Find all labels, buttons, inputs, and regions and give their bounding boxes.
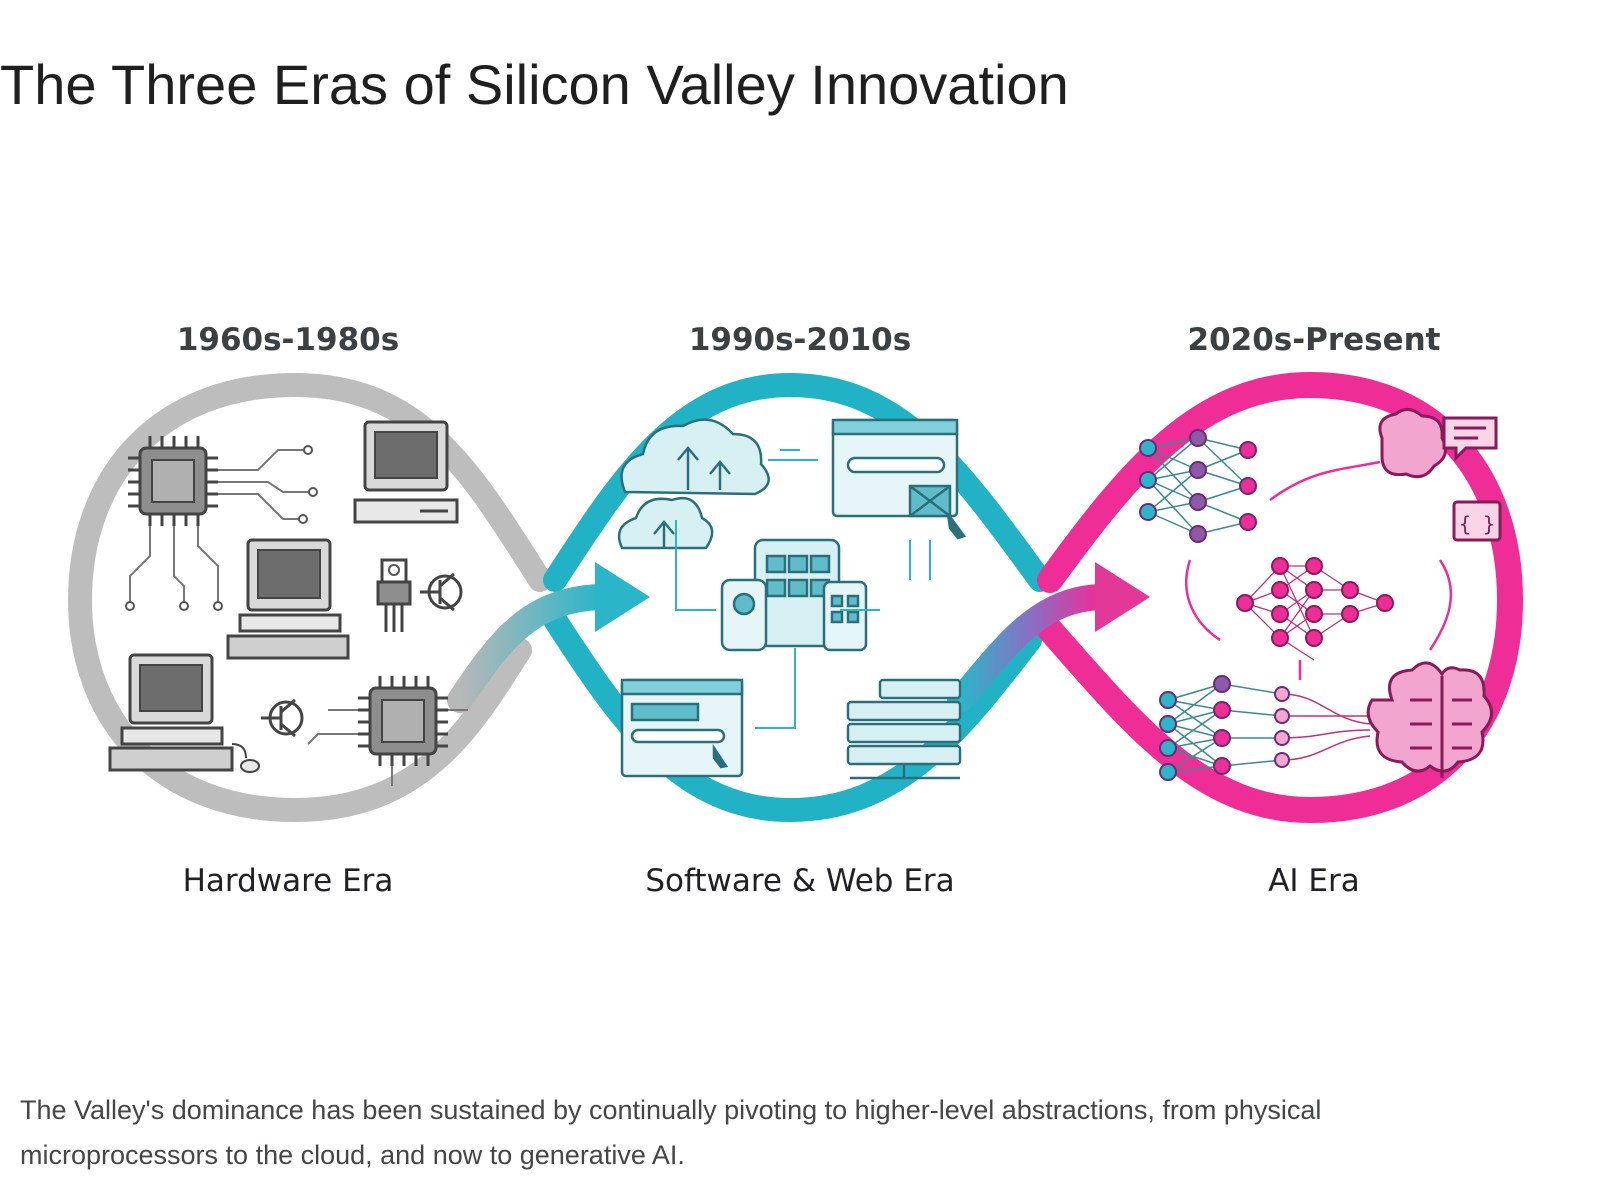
neural-network-nodes <box>1139 429 1257 543</box>
ai-loop <box>1037 371 1524 824</box>
chat-bubble-icon <box>1442 416 1498 462</box>
server-rack-icon <box>846 678 962 780</box>
neural-network-icon <box>1167 683 1371 773</box>
page-title: The Three Eras of Silicon Valley Innovat… <box>0 53 1069 116</box>
svg-text:{ }: { } <box>1459 512 1495 536</box>
brain-icon <box>1378 408 1448 479</box>
transistor-icon <box>420 572 463 612</box>
arrow-head-1 <box>595 562 650 632</box>
transistor-icon <box>376 558 412 632</box>
brain-icon <box>1366 661 1493 778</box>
microchip-icon <box>307 676 468 786</box>
software-icons <box>617 418 967 780</box>
desktop-computer-icon <box>353 420 459 524</box>
transition-arrow-1 <box>447 584 613 713</box>
connector-lines <box>675 449 931 729</box>
era-name-software: Software & Web Era <box>645 863 954 899</box>
neural-network-icon <box>1147 437 1249 535</box>
microchip-icon <box>125 436 318 611</box>
code-brackets-icon: { } <box>1452 500 1502 542</box>
browser-window-icon <box>831 418 967 540</box>
three-eras-diagram: { } 1960s-1980s 1990s-2010s 2020s-Presen… <box>67 322 1524 899</box>
era-date-ai: 2020s-Present <box>1188 322 1441 358</box>
transition-arrow-2 <box>947 584 1113 713</box>
mobile-tablet-icon <box>720 538 868 652</box>
era-name-ai: AI Era <box>1268 863 1360 899</box>
connector-arrows <box>1185 460 1453 680</box>
neural-network-nodes <box>1236 557 1394 647</box>
era-date-hardware: 1960s-1980s <box>177 322 399 358</box>
transistor-icon <box>261 698 304 738</box>
software-loop <box>543 372 1052 592</box>
neural-network-icon <box>1244 565 1386 661</box>
hardware-icons <box>108 420 468 786</box>
arrow-head-2 <box>1095 562 1150 632</box>
software-loop-bottom <box>543 608 1042 823</box>
caption: The Valley's dominance has been sustaine… <box>20 1095 1322 1170</box>
cloud-upload-icon <box>617 496 714 550</box>
desktop-computer-icon <box>226 538 350 660</box>
era-date-software: 1990s-2010s <box>689 322 911 358</box>
ai-icons: { } <box>1139 408 1502 781</box>
cloud-upload-icon <box>620 418 770 496</box>
ribbon-loops <box>67 371 1524 824</box>
browser-window-icon <box>620 678 744 778</box>
hardware-loop <box>67 372 552 823</box>
era-labels: 1960s-1980s 1990s-2010s 2020s-Present Ha… <box>177 322 1441 899</box>
era-name-hardware: Hardware Era <box>183 863 394 899</box>
neural-network-nodes <box>1159 675 1290 781</box>
desktop-computer-icon <box>108 653 260 773</box>
